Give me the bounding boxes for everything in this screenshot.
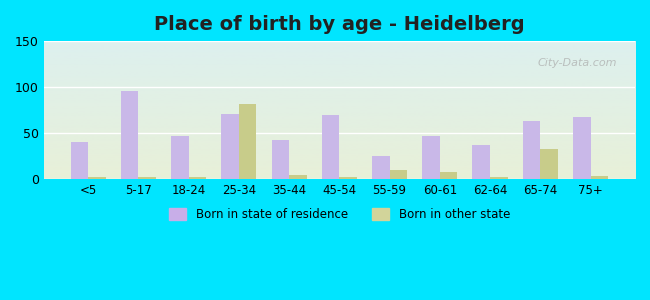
Bar bbox=[71, 142, 88, 179]
Bar bbox=[88, 177, 106, 179]
Bar bbox=[121, 91, 138, 179]
Bar bbox=[422, 136, 440, 179]
Bar bbox=[540, 149, 558, 179]
Bar bbox=[440, 172, 458, 179]
Bar bbox=[490, 177, 508, 179]
Bar bbox=[523, 121, 540, 179]
Legend: Born in state of residence, Born in other state: Born in state of residence, Born in othe… bbox=[164, 203, 515, 226]
Bar bbox=[322, 115, 339, 179]
Bar bbox=[573, 118, 591, 179]
Bar bbox=[221, 114, 239, 179]
Bar bbox=[188, 177, 206, 179]
Bar bbox=[272, 140, 289, 179]
Bar bbox=[372, 156, 389, 179]
Bar bbox=[473, 145, 490, 179]
Bar bbox=[239, 104, 257, 179]
Bar bbox=[591, 176, 608, 179]
Text: City-Data.com: City-Data.com bbox=[538, 58, 618, 68]
Bar bbox=[339, 177, 357, 179]
Bar bbox=[171, 136, 188, 179]
Bar bbox=[389, 170, 407, 179]
Bar bbox=[289, 175, 307, 179]
Bar bbox=[138, 177, 156, 179]
Title: Place of birth by age - Heidelberg: Place of birth by age - Heidelberg bbox=[154, 15, 525, 34]
